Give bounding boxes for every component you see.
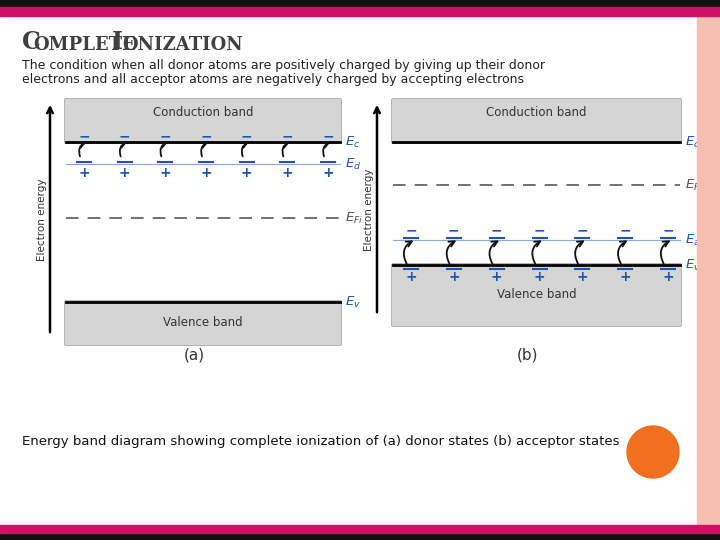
Text: −: − bbox=[405, 223, 417, 237]
Bar bbox=[0, 0, 720, 7]
Text: +: + bbox=[241, 166, 253, 180]
Text: −: − bbox=[662, 223, 674, 237]
Text: −: − bbox=[448, 223, 459, 237]
Text: $E_{Fi}$: $E_{Fi}$ bbox=[345, 211, 363, 226]
Text: −: − bbox=[577, 223, 588, 237]
Text: +: + bbox=[160, 166, 171, 180]
Text: +: + bbox=[662, 270, 674, 284]
Text: Valence band: Valence band bbox=[497, 288, 576, 301]
FancyBboxPatch shape bbox=[392, 98, 682, 144]
Text: Conduction band: Conduction band bbox=[153, 106, 253, 119]
Circle shape bbox=[627, 426, 679, 478]
Text: −: − bbox=[534, 223, 545, 237]
Text: +: + bbox=[619, 270, 631, 284]
Text: +: + bbox=[282, 166, 293, 180]
Text: $E_{Fi}$: $E_{Fi}$ bbox=[685, 178, 703, 193]
Text: $E_v$: $E_v$ bbox=[345, 294, 361, 309]
Text: OMPLETE: OMPLETE bbox=[33, 36, 135, 54]
Text: $E_a$: $E_a$ bbox=[685, 232, 701, 247]
Text: ONIZATION: ONIZATION bbox=[122, 36, 243, 54]
Text: (b): (b) bbox=[517, 348, 539, 362]
Bar bbox=[697, 15, 720, 525]
Text: +: + bbox=[491, 270, 503, 284]
Text: −: − bbox=[491, 223, 503, 237]
Text: $E_c$: $E_c$ bbox=[345, 134, 360, 150]
Text: (a): (a) bbox=[184, 348, 204, 362]
Text: −: − bbox=[322, 129, 334, 143]
Text: −: − bbox=[78, 129, 90, 143]
FancyBboxPatch shape bbox=[65, 98, 341, 144]
Text: +: + bbox=[577, 270, 588, 284]
Text: +: + bbox=[200, 166, 212, 180]
Text: −: − bbox=[119, 129, 130, 143]
Text: −: − bbox=[241, 129, 253, 143]
Text: Energy band diagram showing complete ionization of (a) donor states (b) acceptor: Energy band diagram showing complete ion… bbox=[22, 435, 619, 449]
Bar bbox=[0, 7, 720, 16]
Text: −: − bbox=[200, 129, 212, 143]
Text: −: − bbox=[282, 129, 293, 143]
Text: +: + bbox=[78, 166, 90, 180]
Bar bbox=[0, 533, 720, 540]
Text: Valence band: Valence band bbox=[163, 316, 243, 329]
Text: +: + bbox=[322, 166, 334, 180]
Text: electrons and all acceptor atoms are negatively charged by accepting electrons: electrons and all acceptor atoms are neg… bbox=[22, 72, 524, 85]
Text: +: + bbox=[534, 270, 545, 284]
Text: $E_c$: $E_c$ bbox=[685, 134, 701, 150]
FancyBboxPatch shape bbox=[65, 300, 341, 346]
Text: −: − bbox=[619, 223, 631, 237]
Text: The condition when all donor atoms are positively charged by giving up their don: The condition when all donor atoms are p… bbox=[22, 58, 545, 71]
Text: +: + bbox=[448, 270, 459, 284]
Text: $E_v$: $E_v$ bbox=[685, 258, 701, 273]
Text: C: C bbox=[22, 30, 41, 54]
Text: Electron energy: Electron energy bbox=[37, 179, 47, 261]
Text: +: + bbox=[405, 270, 417, 284]
Text: −: − bbox=[160, 129, 171, 143]
Text: $E_d$: $E_d$ bbox=[345, 157, 361, 172]
Bar bbox=[0, 525, 720, 533]
Text: Conduction band: Conduction band bbox=[486, 106, 587, 119]
Text: +: + bbox=[119, 166, 130, 180]
FancyBboxPatch shape bbox=[392, 264, 682, 327]
Text: I: I bbox=[112, 30, 123, 54]
Text: Electron energy: Electron energy bbox=[364, 168, 374, 251]
